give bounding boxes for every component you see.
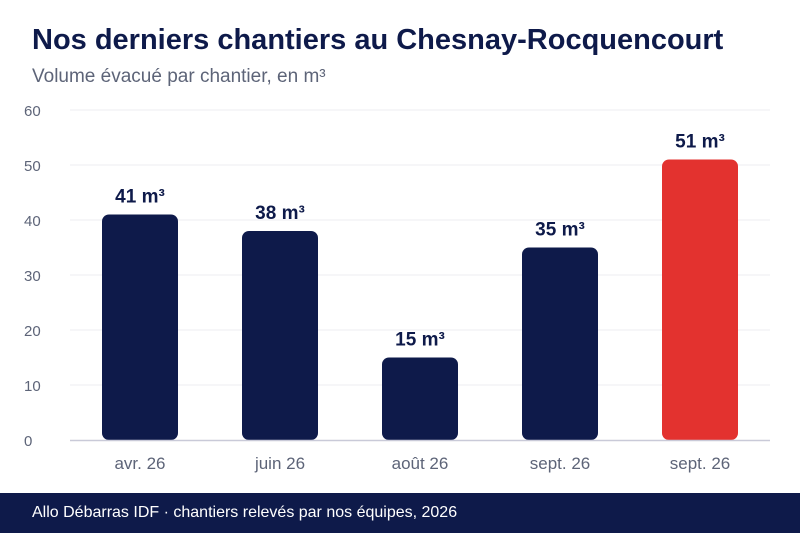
footer-bar: Allo Débarras IDF · chantiers relevés pa… (0, 493, 800, 533)
bar-value-label: 51 m³ (675, 132, 725, 153)
bar-value-label: 41 m³ (115, 187, 165, 208)
x-axis-ticks: avr. 26 juin 26 août 26 sept. 26 sept. 26 (114, 454, 730, 473)
y-tick-label: 60 (24, 103, 41, 120)
bar-5 (662, 159, 738, 440)
bar-value-label: 15 m³ (395, 330, 445, 351)
bar-value-label: 38 m³ (255, 203, 305, 224)
y-tick-label: 0 (24, 433, 32, 450)
y-axis-ticks: 0 10 20 30 40 50 60 (24, 103, 41, 450)
x-tick-label: avr. 26 (114, 454, 165, 473)
bar-value-label: 35 m³ (535, 220, 585, 241)
y-tick-label: 40 (24, 213, 41, 230)
y-tick-label: 50 (24, 158, 41, 175)
bar-1 (102, 214, 178, 440)
x-tick-label: sept. 26 (670, 454, 731, 473)
bar-4 (522, 247, 598, 440)
y-tick-label: 30 (24, 268, 41, 285)
y-tick-label: 10 (24, 378, 41, 395)
footer-source: Allo Débarras IDF · chantiers relevés pa… (32, 504, 458, 521)
x-tick-label: août 26 (392, 454, 449, 473)
y-tick-label: 20 (24, 323, 41, 340)
chart-subtitle: Volume évacué par chantier, en m³ (32, 66, 326, 87)
x-tick-label: sept. 26 (530, 454, 591, 473)
bar-2 (242, 231, 318, 440)
bars (102, 159, 738, 440)
x-tick-label: juin 26 (254, 454, 305, 473)
bar-3 (382, 357, 458, 440)
chart-title: Nos derniers chantiers au Chesnay-Rocque… (32, 24, 724, 56)
data-labels: 41 m³ 38 m³ 15 m³ 35 m³ 51 m³ (115, 132, 725, 351)
